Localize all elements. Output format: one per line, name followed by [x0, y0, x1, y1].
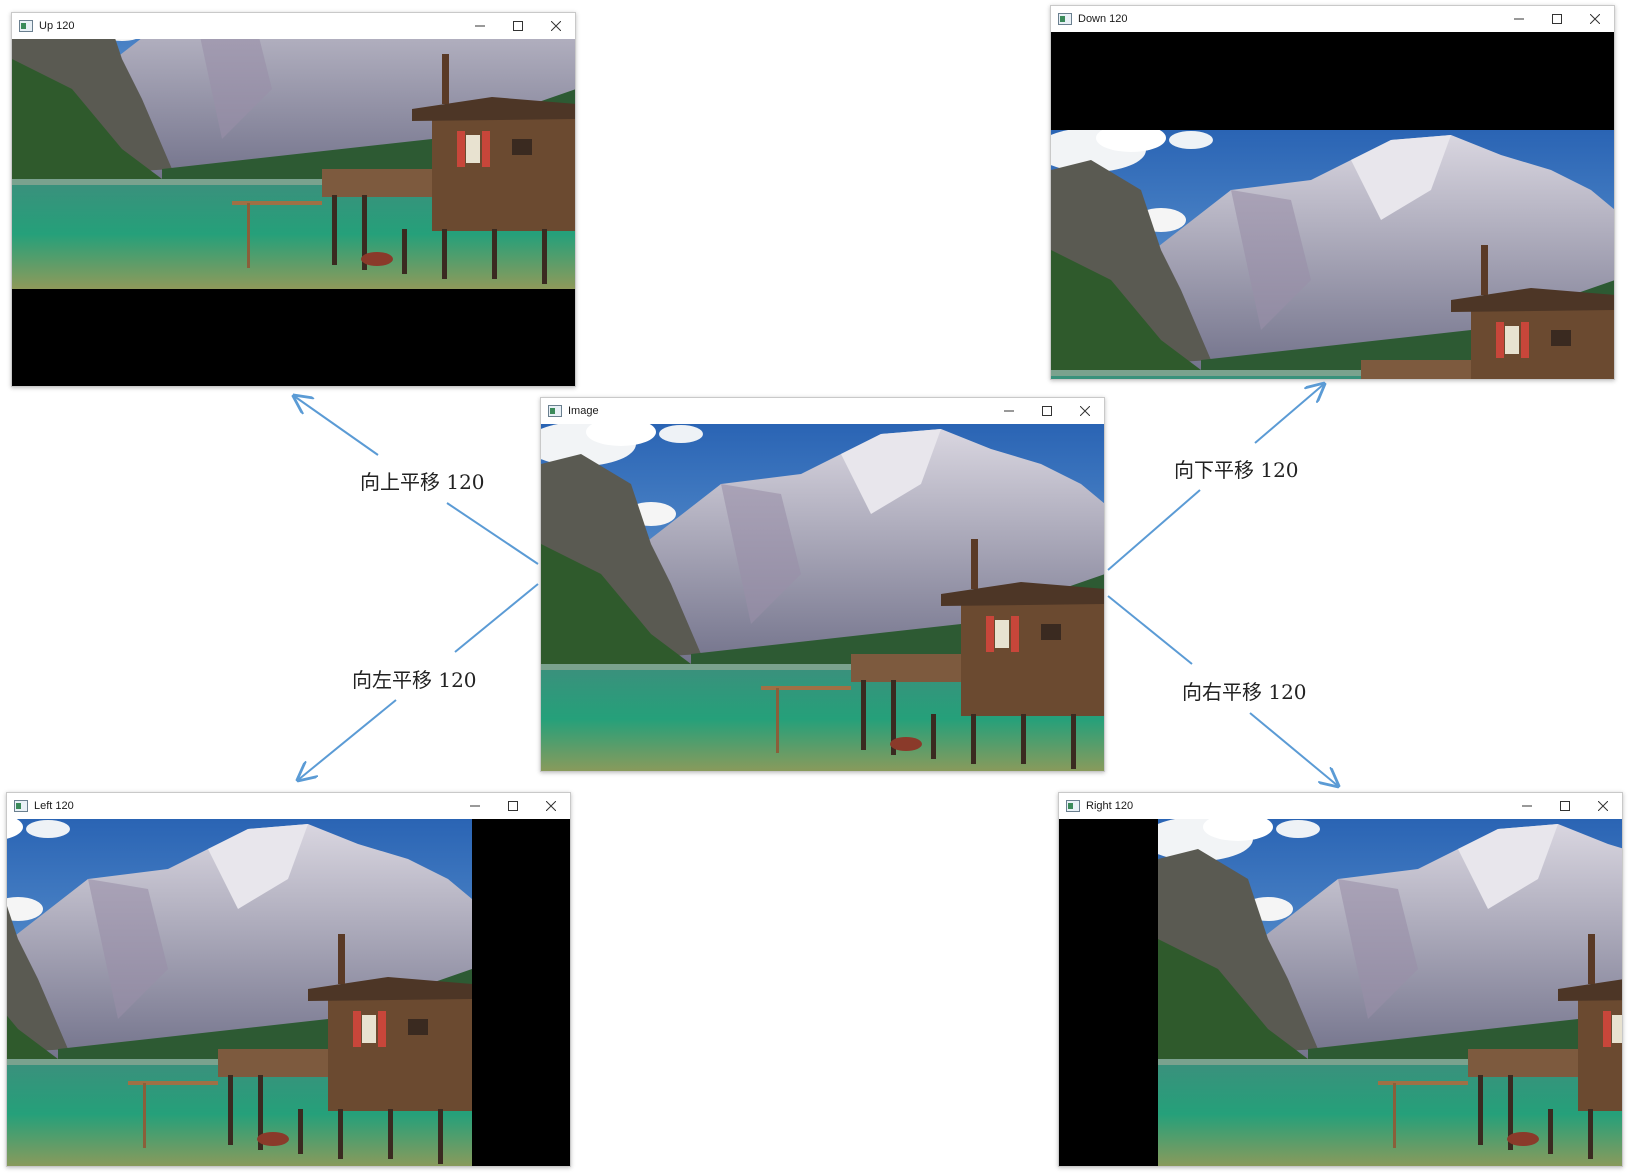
minimize-button[interactable] — [990, 398, 1028, 424]
minimize-icon — [1522, 805, 1532, 807]
up-window-title: Up 120 — [39, 20, 75, 32]
minimize-button[interactable] — [461, 13, 499, 39]
maximize-icon — [1552, 14, 1562, 24]
close-icon — [1590, 14, 1600, 24]
label-up: 向上平移 120 — [360, 470, 485, 494]
close-button[interactable] — [1066, 398, 1104, 424]
arrow-up — [294, 396, 539, 565]
close-icon — [551, 21, 561, 31]
left-window-titlebar[interactable]: Left 120 — [7, 793, 570, 819]
close-button[interactable] — [1584, 793, 1622, 819]
right-window-image — [1059, 819, 1622, 1166]
close-icon — [546, 801, 556, 811]
right-window: Right 120 — [1058, 792, 1623, 1167]
right-window-title: Right 120 — [1086, 800, 1134, 812]
app-window-icon — [19, 20, 33, 32]
arrow-down — [1107, 384, 1324, 571]
label-left: 向左平移 120 — [352, 668, 477, 692]
up-window: Up 120 — [11, 12, 576, 387]
down-window: Down 120 — [1050, 5, 1615, 380]
right-window-titlebar[interactable]: Right 120 — [1059, 793, 1622, 819]
minimize-button[interactable] — [456, 793, 494, 819]
app-window-icon — [1066, 800, 1080, 812]
arrow-right — [1107, 595, 1338, 786]
minimize-icon — [1514, 18, 1524, 20]
minimize-button[interactable] — [1508, 793, 1546, 819]
minimize-icon — [1004, 410, 1014, 412]
minimize-icon — [475, 25, 485, 27]
left-window-title: Left 120 — [34, 800, 74, 812]
arrow-left — [298, 583, 539, 780]
maximize-button[interactable] — [1028, 398, 1066, 424]
minimize-icon — [470, 805, 480, 807]
close-icon — [1080, 406, 1090, 416]
left-window-image — [7, 819, 570, 1166]
close-button[interactable] — [1576, 6, 1614, 32]
close-button[interactable] — [537, 13, 575, 39]
label-right: 向右平移 120 — [1182, 680, 1307, 704]
down-window-titlebar[interactable]: Down 120 — [1051, 6, 1614, 32]
close-button[interactable] — [532, 793, 570, 819]
maximize-button[interactable] — [1546, 793, 1584, 819]
maximize-button[interactable] — [494, 793, 532, 819]
maximize-icon — [508, 801, 518, 811]
left-window: Left 120 — [6, 792, 571, 1167]
up-window-titlebar[interactable]: Up 120 — [12, 13, 575, 39]
close-icon — [1598, 801, 1608, 811]
minimize-button[interactable] — [1500, 6, 1538, 32]
image-window-title: Image — [568, 405, 599, 417]
image-window: Image — [540, 397, 1105, 772]
label-down: 向下平移 120 — [1174, 458, 1299, 482]
app-window-icon — [548, 405, 562, 417]
app-window-icon — [14, 800, 28, 812]
maximize-button[interactable] — [1538, 6, 1576, 32]
maximize-button[interactable] — [499, 13, 537, 39]
down-window-image — [1051, 32, 1614, 379]
up-window-image — [12, 39, 575, 386]
image-window-image — [541, 424, 1104, 771]
maximize-icon — [1042, 406, 1052, 416]
maximize-icon — [1560, 801, 1570, 811]
down-window-title: Down 120 — [1078, 13, 1128, 25]
app-window-icon — [1058, 13, 1072, 25]
image-window-titlebar[interactable]: Image — [541, 398, 1104, 424]
maximize-icon — [513, 21, 523, 31]
